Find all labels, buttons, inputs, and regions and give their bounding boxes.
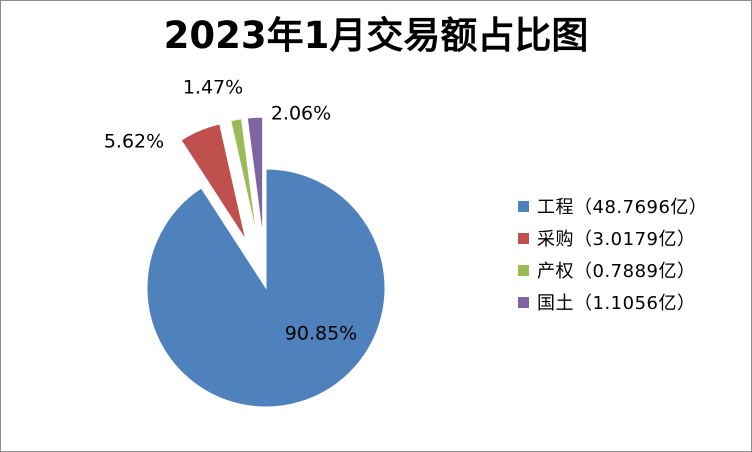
legend-swatch-chanquan bbox=[518, 264, 529, 276]
data-label-caigou: 5.62% bbox=[104, 131, 164, 153]
legend: 工程（48.7696亿） 采购（3.0179亿） 产权（0.7889亿） 国土（… bbox=[518, 190, 748, 318]
legend-label-caigou: 采购（3.0179亿） bbox=[537, 229, 696, 250]
legend-item-chanquan: 产权（0.7889亿） bbox=[518, 254, 748, 286]
legend-swatch-caigou bbox=[518, 232, 529, 244]
legend-swatch-gongcheng bbox=[518, 200, 529, 212]
data-label-gongcheng: 90.85% bbox=[285, 323, 357, 345]
legend-label-guotu: 国土（1.1056亿） bbox=[537, 293, 696, 314]
legend-item-guotu: 国土（1.1056亿） bbox=[518, 286, 748, 318]
pie-slices bbox=[146, 116, 386, 408]
legend-label-gongcheng: 工程（48.7696亿） bbox=[537, 197, 708, 218]
pie-slice-caigou bbox=[180, 123, 247, 241]
pie-slice-guotu bbox=[246, 116, 264, 237]
legend-item-caigou: 采购（3.0179亿） bbox=[518, 222, 748, 254]
pie-slice-chanquan bbox=[230, 118, 258, 237]
legend-label-chanquan: 产权（0.7889亿） bbox=[537, 261, 696, 282]
pie-slice-gongcheng bbox=[146, 168, 386, 408]
data-label-guotu: 2.06% bbox=[271, 103, 331, 125]
chart-title: 2023年1月交易额占比图 bbox=[163, 14, 589, 57]
legend-item-gongcheng: 工程（48.7696亿） bbox=[518, 190, 748, 222]
data-label-chanquan: 1.47% bbox=[183, 77, 243, 99]
legend-swatch-guotu bbox=[518, 296, 529, 308]
pie-data-labels: 90.85% 5.62% 1.47% 2.06% bbox=[104, 77, 357, 345]
